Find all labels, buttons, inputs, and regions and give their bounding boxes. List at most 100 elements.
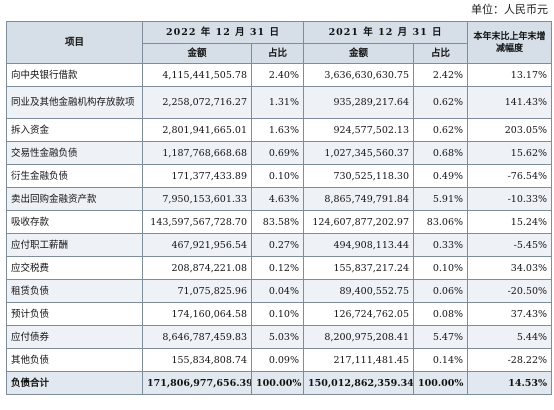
unit-label: 单位：人民币元 — [471, 3, 548, 16]
ratio-2021: 0.33% — [413, 233, 469, 257]
ratio-2022: 1.31% — [250, 86, 305, 119]
row-name: 吸收存款 — [6, 210, 143, 234]
amount-2022: 1,187,768,668.68 — [142, 141, 252, 165]
amount-2022: 155,834,808.74 — [142, 348, 252, 372]
ratio-2021: 0.10% — [413, 256, 469, 280]
amount-2021: 8,865,749,791.84 — [303, 187, 415, 211]
change-percent: 37.43% — [467, 302, 553, 326]
total-name: 负债合计 — [6, 371, 143, 395]
row-name: 交易性金融负债 — [6, 141, 143, 165]
header-row-years: 项目 2022 年 12 月 31 日 2021 年 12 月 31 日 本年末… — [6, 21, 553, 64]
change-percent: 15.62% — [467, 141, 553, 165]
row-name: 应付职工薪酬 — [6, 233, 143, 257]
table-row: 拆入资金 2,801,941,665.01 1.63% 924,577,502.… — [6, 118, 553, 142]
table-row: 吸收存款 143,597,567,728.70 83.58% 124,607,8… — [6, 210, 553, 234]
amount-2021: 494,908,113.44 — [303, 233, 415, 257]
ratio-2021: 5.47% — [413, 325, 469, 349]
ratio-2021: 2.42% — [413, 63, 469, 87]
table-row: 其他负债 155,834,808.74 0.09% 217,111,481.45… — [6, 348, 553, 372]
table-row: 同业及其他金融机构存放款项 2,258,072,716.27 1.31% 935… — [6, 86, 553, 119]
row-name: 同业及其他金融机构存放款项 — [6, 86, 143, 119]
amount-2021: 155,837,217.24 — [303, 256, 415, 280]
ratio-2022: 5.03% — [250, 325, 305, 349]
amount-2021: 924,577,502.13 — [303, 118, 415, 142]
header-item: 项目 — [6, 21, 143, 64]
change-percent: 34.03% — [467, 256, 553, 280]
header-year-2022: 2022 年 12 月 31 日 — [141, 21, 305, 44]
change-percent: -20.50% — [467, 279, 553, 303]
ratio-2022: 0.10% — [250, 164, 305, 188]
total-change-percent: 14.53% — [467, 371, 553, 395]
ratio-2021: 0.08% — [413, 302, 469, 326]
ratio-2022: 4.63% — [250, 187, 305, 211]
total-amount-2022: 171,806,977,656.39 — [142, 371, 252, 395]
row-name: 其他负债 — [6, 348, 143, 372]
ratio-2022: 0.10% — [250, 302, 305, 326]
header-amount-2021: 金额 — [303, 43, 415, 64]
ratio-2022: 0.09% — [250, 348, 305, 372]
amount-2022: 71,075,825.96 — [142, 279, 252, 303]
ratio-2021: 0.14% — [413, 348, 469, 372]
amount-2021: 730,525,118.30 — [303, 164, 415, 188]
table-row: 卖出回购金融资产款 7,950,153,601.33 4.63% 8,865,7… — [6, 187, 553, 211]
change-percent: 5.44% — [467, 325, 553, 349]
change-percent: 15.24% — [467, 210, 553, 234]
ratio-2021: 0.68% — [413, 141, 469, 165]
ratio-2021: 0.06% — [413, 279, 469, 303]
ratio-2022: 0.04% — [250, 279, 305, 303]
ratio-2021: 83.06% — [413, 210, 469, 234]
header-change: 本年末比上年末增减幅度 — [467, 21, 553, 64]
amount-2022: 4,115,441,505.78 — [142, 63, 252, 87]
total-ratio-2022: 100.00% — [250, 371, 305, 395]
row-name: 拆入资金 — [6, 118, 143, 142]
row-name: 衍生金融负债 — [6, 164, 143, 188]
ratio-2022: 2.40% — [250, 63, 305, 87]
table-row: 应付职工薪酬 467,921,956.54 0.27% 494,908,113.… — [6, 233, 553, 257]
table-row: 应付债券 8,646,787,459.83 5.03% 8,200,975,20… — [6, 325, 553, 349]
header-year-2021: 2021 年 12 月 31 日 — [303, 21, 469, 44]
amount-2022: 2,801,941,665.01 — [142, 118, 252, 142]
amount-2022: 208,874,221.08 — [142, 256, 252, 280]
amount-2021: 124,607,877,202.97 — [303, 210, 415, 234]
row-name: 应交税费 — [6, 256, 143, 280]
table-row: 向中央银行借款 4,115,441,505.78 2.40% 3,636,630… — [6, 63, 553, 87]
amount-2022: 174,160,064.58 — [142, 302, 252, 326]
amount-2022: 7,950,153,601.33 — [142, 187, 252, 211]
amount-2022: 143,597,567,728.70 — [142, 210, 252, 234]
total-ratio-2021: 100.00% — [413, 371, 469, 395]
header-ratio-2021: 占比 — [413, 43, 469, 64]
change-percent: -28.22% — [467, 348, 553, 372]
amount-2021: 1,027,345,560.37 — [303, 141, 415, 165]
row-name: 应付债券 — [6, 325, 143, 349]
table-row: 应交税费 208,874,221.08 0.12% 155,837,217.24… — [6, 256, 553, 280]
row-name: 卖出回购金融资产款 — [6, 187, 143, 211]
amount-2021: 3,636,630,630.75 — [303, 63, 415, 87]
amount-2021: 935,289,217.64 — [303, 86, 415, 119]
total-amount-2021: 150,012,862,359.34 — [303, 371, 415, 395]
amount-2021: 89,400,552.75 — [303, 279, 415, 303]
row-name: 向中央银行借款 — [6, 63, 143, 87]
ratio-2022: 1.63% — [250, 118, 305, 142]
table-row: 交易性金融负债 1,187,768,668.68 0.69% 1,027,345… — [6, 141, 553, 165]
change-percent: -5.45% — [467, 233, 553, 257]
table-row: 衍生金融负债 171,377,433.89 0.10% 730,525,118.… — [6, 164, 553, 188]
row-name: 租赁负债 — [6, 279, 143, 303]
total-row: 负债合计 171,806,977,656.39 100.00% 150,012,… — [6, 371, 553, 395]
ratio-2021: 0.49% — [413, 164, 469, 188]
amount-2022: 2,258,072,716.27 — [142, 86, 252, 119]
ratio-2022: 0.27% — [250, 233, 305, 257]
change-percent: 13.17% — [467, 63, 553, 87]
amount-2021: 8,200,975,208.41 — [303, 325, 415, 349]
table-row: 租赁负债 71,075,825.96 0.04% 89,400,552.75 0… — [6, 279, 553, 303]
ratio-2022: 0.12% — [250, 256, 305, 280]
ratio-2022: 0.69% — [250, 141, 305, 165]
change-percent: -10.33% — [467, 187, 553, 211]
amount-2022: 467,921,956.54 — [142, 233, 252, 257]
amount-2021: 126,724,762.05 — [303, 302, 415, 326]
amount-2022: 8,646,787,459.83 — [142, 325, 252, 349]
row-name: 预计负债 — [6, 302, 143, 326]
change-percent: -76.54% — [467, 164, 553, 188]
change-percent: 203.05% — [467, 118, 553, 142]
table-row: 预计负债 174,160,064.58 0.10% 126,724,762.05… — [6, 302, 553, 326]
ratio-2022: 83.58% — [250, 210, 305, 234]
